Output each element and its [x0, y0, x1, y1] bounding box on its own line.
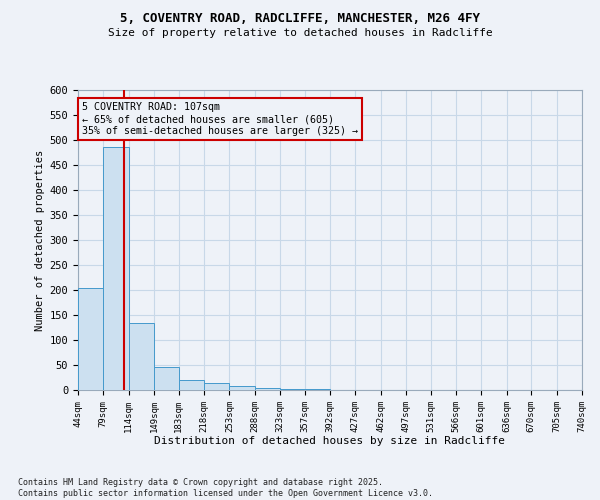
Bar: [229, 386, 254, 390]
Y-axis label: Number of detached properties: Number of detached properties: [35, 150, 46, 330]
Text: Size of property relative to detached houses in Radcliffe: Size of property relative to detached ho…: [107, 28, 493, 38]
Bar: [78, 288, 103, 390]
Text: Contains HM Land Registry data © Crown copyright and database right 2025.
Contai: Contains HM Land Registry data © Crown c…: [18, 478, 433, 498]
Bar: [305, 389, 330, 390]
Bar: [254, 388, 280, 390]
Bar: [128, 322, 154, 390]
Bar: [179, 380, 204, 390]
Bar: [154, 367, 179, 390]
Bar: [280, 388, 305, 390]
X-axis label: Distribution of detached houses by size in Radcliffe: Distribution of detached houses by size …: [155, 436, 505, 446]
Text: 5 COVENTRY ROAD: 107sqm
← 65% of detached houses are smaller (605)
35% of semi-d: 5 COVENTRY ROAD: 107sqm ← 65% of detache…: [82, 102, 358, 136]
Bar: [103, 146, 128, 390]
Text: 5, COVENTRY ROAD, RADCLIFFE, MANCHESTER, M26 4FY: 5, COVENTRY ROAD, RADCLIFFE, MANCHESTER,…: [120, 12, 480, 26]
Bar: [204, 383, 229, 390]
